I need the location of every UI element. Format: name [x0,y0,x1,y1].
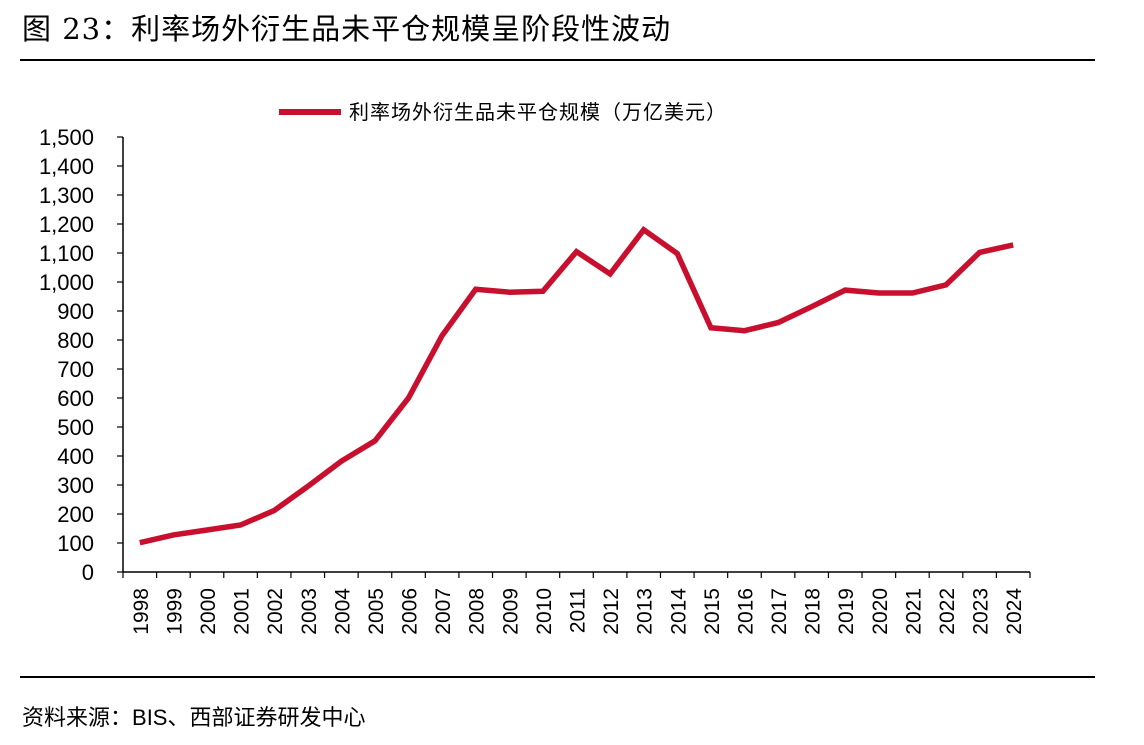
chart-legend: 利率场外衍生品未平仓规模（万亿美元） [279,100,727,124]
x-tick-label: 2012 [600,588,623,635]
y-tick-label: 500 [57,415,94,440]
y-tick-label: 1,000 [39,270,94,295]
y-tick-label: 1,500 [39,125,94,150]
x-tick-label: 2021 [902,588,925,635]
x-tick-label: 2014 [667,588,690,635]
y-tick-label: 800 [57,328,94,353]
source-note: 资料来源：BIS、西部证券研发中心 [22,700,365,732]
x-tick-label: 2022 [936,588,959,635]
x-tick-label: 2013 [634,588,657,635]
figure-title: 图 23：利率场外衍生品未平仓规模呈阶段性波动 [22,12,672,46]
x-tick-label: 2017 [768,588,791,635]
y-tick-label: 1,100 [39,241,94,266]
y-tick-label: 200 [57,502,94,527]
source-prefix: 资料来源： [22,706,133,731]
x-tick-label: 2002 [264,588,287,635]
y-tick-label: 900 [57,299,94,324]
x-tick-label: 2019 [835,588,858,635]
y-tick-label: 1,300 [39,183,94,208]
x-tick-label: 2010 [533,588,556,635]
bottom-rule [20,676,1095,678]
x-tick-label: 2001 [231,588,254,635]
x-tick-label: 1999 [163,588,186,635]
plot-area [139,226,1014,546]
y-tick-label: 400 [57,444,94,469]
y-tick-label: 1,400 [39,154,94,179]
x-tick-label: 2000 [197,588,220,635]
x-tick-label: 2020 [869,588,892,635]
series-line [139,226,1014,546]
x-tick-label: 2008 [466,588,489,635]
x-tick-label: 2024 [1003,588,1026,635]
x-tick-label: 2011 [567,588,590,633]
x-tick-label: 2004 [331,588,354,635]
x-tick-label: 2023 [970,588,993,635]
y-tick-label: 0 [82,560,94,585]
x-tick-label: 2003 [298,588,321,635]
x-tick-label: 1998 [130,588,153,635]
x-tick-label: 2009 [499,588,522,635]
y-axis: 0 100 200 300 400 500 600 700 800 900 1,000 1,100 1,… [39,125,124,585]
y-tick-label: 700 [57,357,94,382]
x-tick-label: 2007 [432,588,455,635]
x-tick-label: 2006 [399,588,422,635]
y-tick-label: 1,200 [39,212,94,237]
x-tick-label: 2005 [365,588,388,635]
source-name: BIS、西部证券研发中心 [132,705,366,730]
line-chart: 利率场外衍生品未平仓规模（万亿美元） 0 100 200 300 400 500 600 70… [39,100,1031,635]
legend-label: 利率场外衍生品未平仓规模（万亿美元） [349,100,727,124]
y-tick-label: 100 [57,531,94,556]
y-tick-label: 300 [57,473,94,498]
top-rule [20,59,1095,61]
x-axis: 1998 1999 2000 2001 2002 2003 2004 2005 2006 2007… [122,571,1031,635]
x-tick-label: 2016 [734,588,757,635]
y-tick-label: 600 [57,386,94,411]
x-tick-label: 2015 [701,588,724,635]
x-tick-label: 2018 [802,588,825,635]
